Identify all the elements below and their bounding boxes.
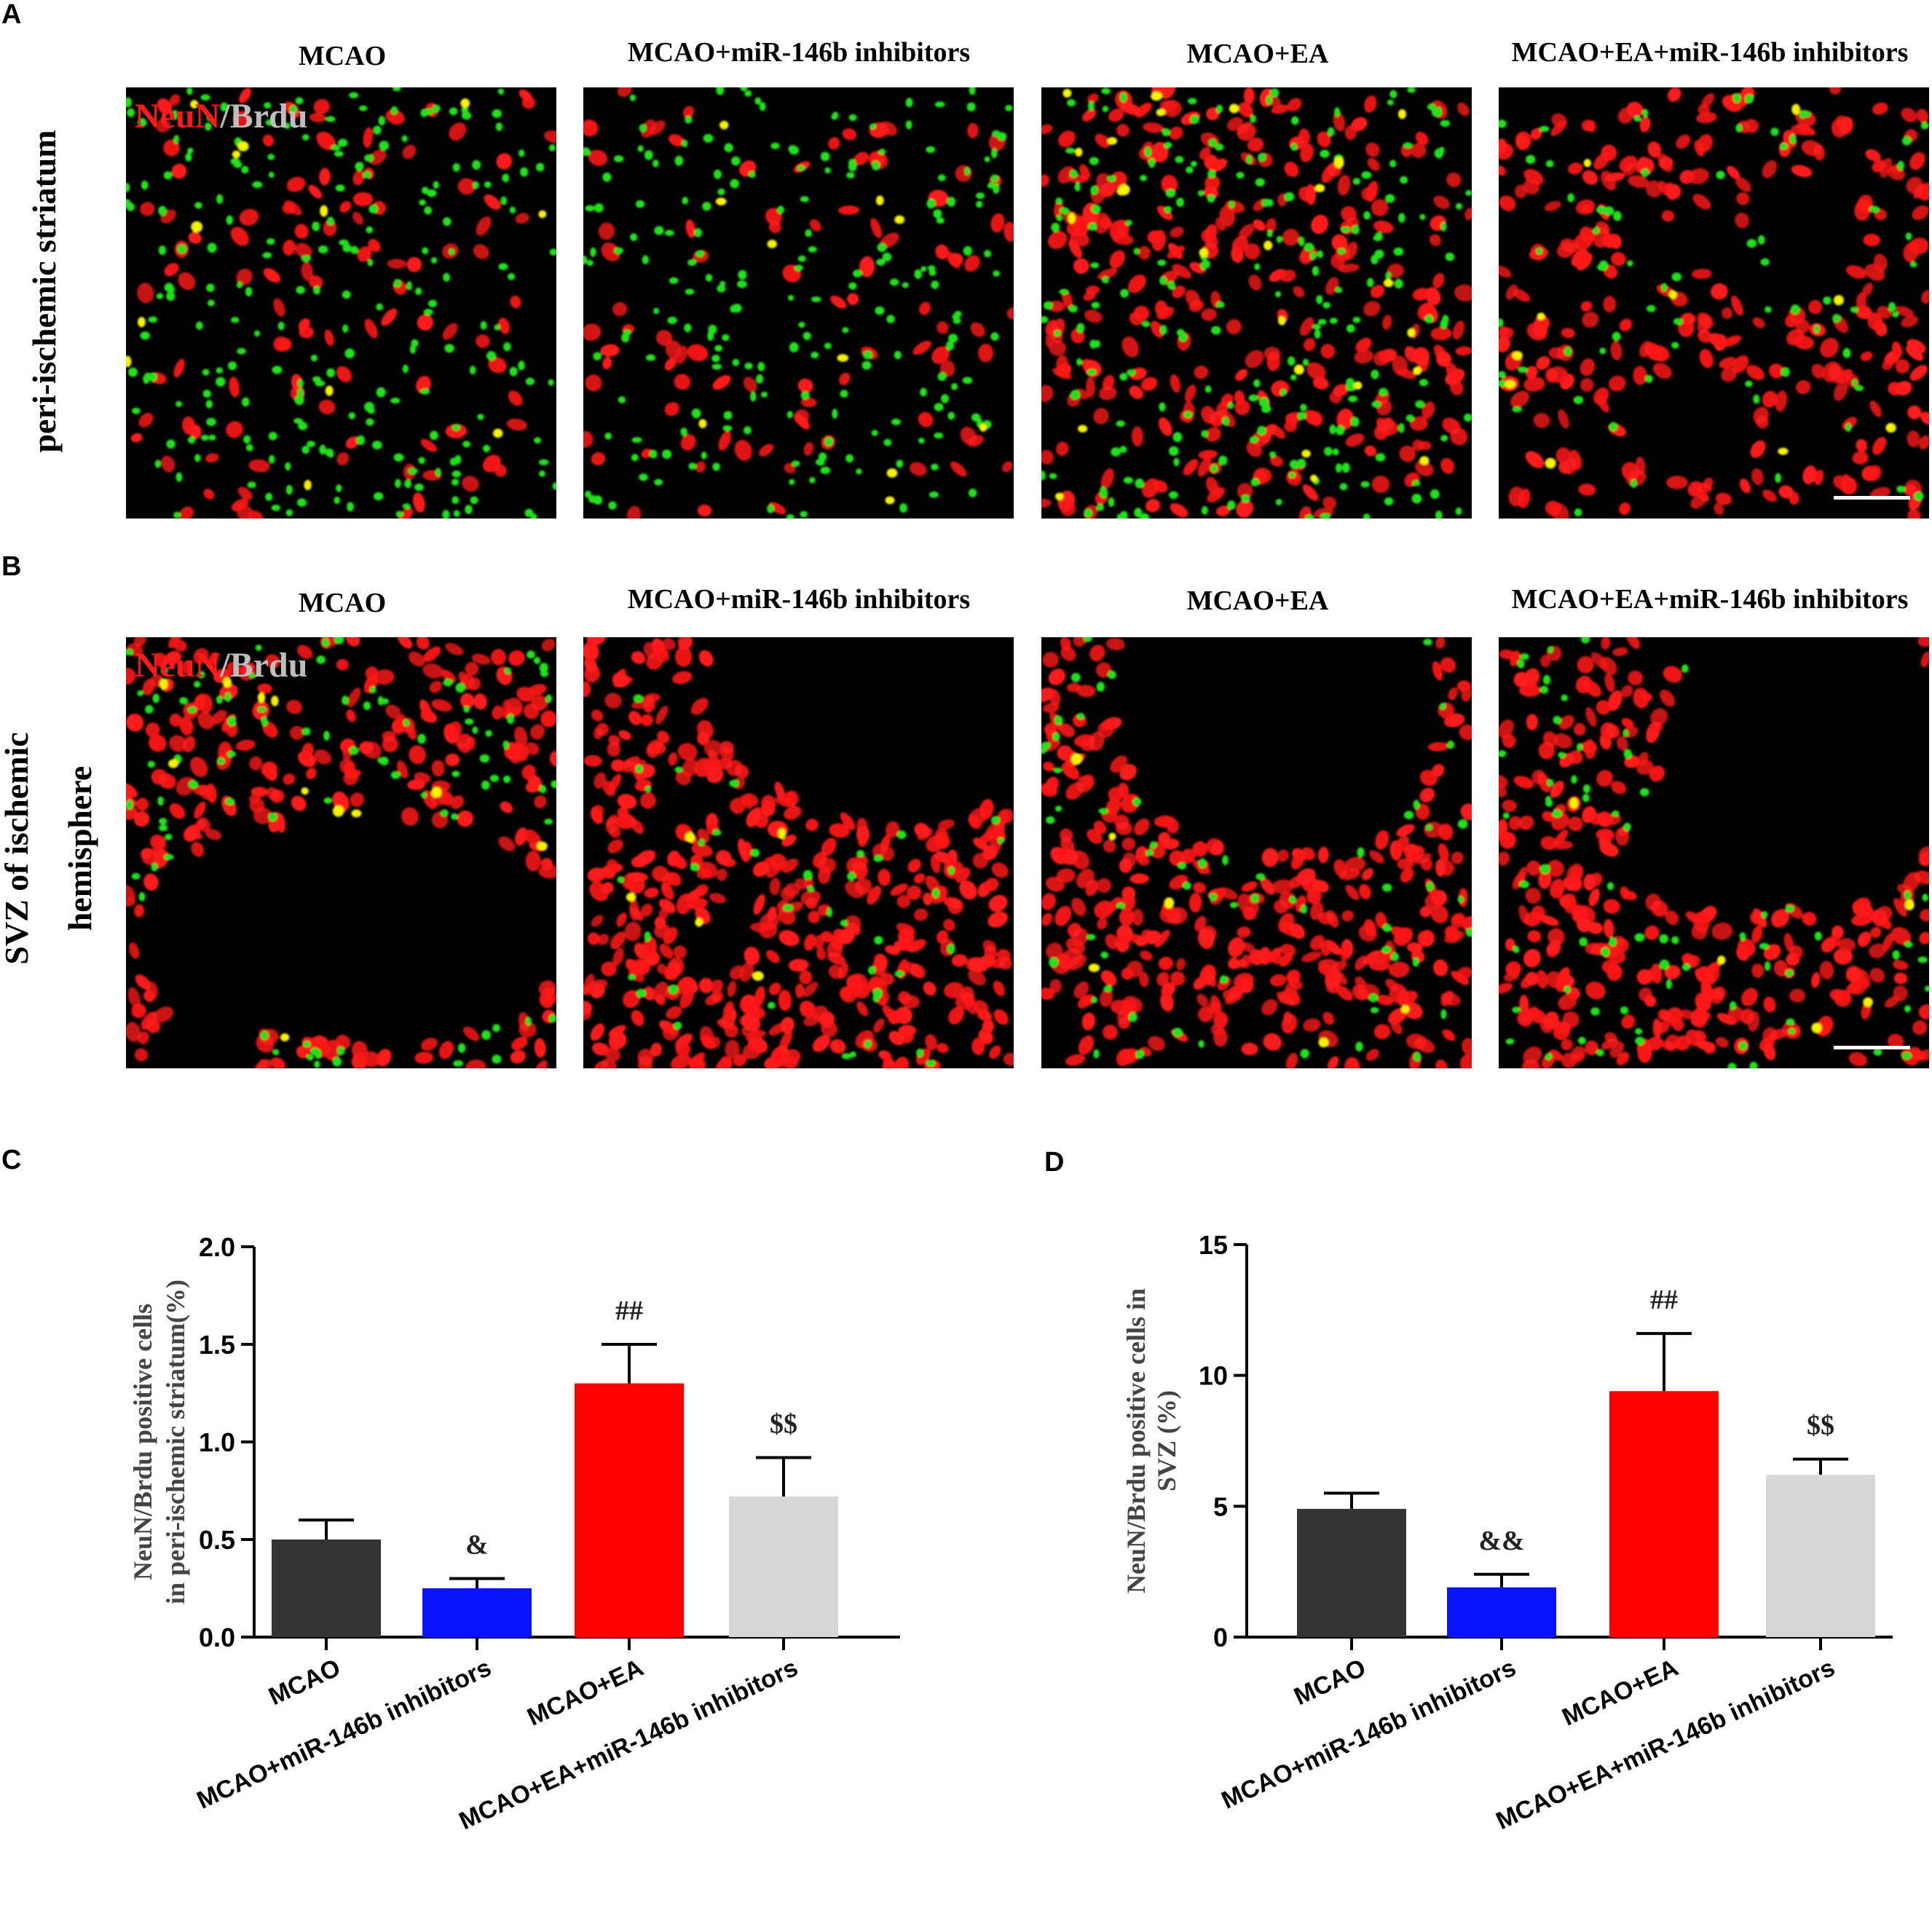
scale-bar-a (1834, 496, 1910, 500)
y-tick-label: 5 (1213, 1491, 1228, 1521)
x-tick-label: MCAO+EA (1558, 1654, 1682, 1732)
bar-chart-c: NeuN/Brdu positive cells in peri-ischemic… (128, 1232, 900, 1835)
row-label-b-line2: hemisphere (61, 766, 98, 931)
significance-label: $$ (1807, 1411, 1834, 1441)
stain-sep-a: / (219, 97, 230, 135)
micrograph-a-1 (126, 87, 556, 519)
y-tick-label: 1.0 (199, 1427, 235, 1457)
y-tick-label: 10 (1199, 1361, 1228, 1391)
col-title-a-ea: MCAO+EA (1187, 39, 1329, 69)
panel-letter-b: B (1, 551, 21, 582)
bar (1447, 1587, 1556, 1637)
micrograph-cells (583, 637, 1014, 1068)
micrograph-background (583, 87, 1014, 519)
y-tick-label: 15 (1199, 1230, 1228, 1260)
row-label-a: peri-ischemic striatum (25, 130, 63, 452)
panel-letter-d: D (1044, 1147, 1064, 1178)
col-title-a-ea-inhibitors: MCAO+EA+miR-146b inhibitors (1512, 37, 1909, 68)
bar (1609, 1391, 1719, 1637)
stain-brdu-b: Brdu (230, 646, 308, 685)
stain-legend-a: NeuN/Brdu (135, 97, 307, 135)
bar (422, 1588, 532, 1637)
col-title-b-inhibitors: MCAO+miR-146b inhibitors (628, 584, 970, 615)
col-title-b-ea-inhibitors: MCAO+EA+miR-146b inhibitors (1512, 584, 1909, 615)
y-tick-label: 1.5 (199, 1330, 235, 1360)
col-title-a-mcao: MCAO (299, 41, 386, 71)
panel-letter-a: A (1, 0, 21, 30)
micrograph-b-3 (1041, 637, 1472, 1068)
x-tick-label: MCAO+EA (523, 1654, 647, 1732)
micrograph-b-4 (1499, 637, 1929, 1068)
micrograph-cells (1041, 87, 1472, 519)
bar (1766, 1475, 1875, 1637)
bar (1297, 1508, 1406, 1637)
y-tick-label: 0.0 (199, 1623, 235, 1652)
scale-bar-b (1834, 1046, 1910, 1049)
significance-label: $$ (770, 1408, 797, 1439)
y-axis-label-line1: NeuN/Brdu positive cells (128, 1304, 157, 1580)
significance-label: ## (1650, 1285, 1678, 1315)
micrograph-background (126, 637, 556, 1068)
col-title-b-mcao: MCAO (299, 588, 386, 618)
bar (729, 1497, 838, 1637)
x-tick-label: MCAO (1290, 1654, 1370, 1711)
y-axis-label-line1: NeuN/Brdu positive cells in (1121, 1288, 1151, 1593)
bar (272, 1540, 381, 1637)
bar (575, 1383, 684, 1637)
y-tick-label: 0 (1213, 1623, 1228, 1652)
micrograph-cells (1041, 637, 1472, 1068)
y-axis-label-line2: in peri-ischemic striatum(%) (161, 1280, 190, 1604)
y-axis-label-line2: SVZ (%) (1152, 1390, 1181, 1491)
micrograph-cells (1499, 87, 1929, 519)
micrograph-cells (126, 87, 556, 519)
panel-letter-c: C (1, 1145, 21, 1175)
micrograph-cells (583, 87, 1014, 519)
stain-sep-b: / (219, 646, 230, 685)
col-title-a-inhibitors: MCAO+miR-146b inhibitors (628, 37, 970, 68)
stain-neun-a: NeuN (135, 97, 221, 135)
significance-label: && (1478, 1526, 1524, 1556)
micrograph-row-a (126, 87, 1929, 519)
micrograph-cells (126, 637, 556, 1068)
significance-label: ## (615, 1296, 643, 1326)
micrograph-a-3 (1041, 87, 1472, 519)
stain-neun-b: NeuN (135, 646, 221, 685)
micrograph-a-4 (1499, 87, 1929, 519)
micrograph-cells (1499, 637, 1929, 1068)
micrograph-row-b (126, 637, 1929, 1068)
stain-brdu-a: Brdu (230, 97, 308, 135)
significance-label: & (465, 1530, 489, 1561)
micrograph-a-2 (583, 87, 1014, 519)
micrograph-b-1 (126, 637, 556, 1068)
micrograph-b-2 (583, 637, 1014, 1068)
row-label-b-line1: SVZ of ischemic (0, 732, 35, 964)
col-title-b-ea: MCAO+EA (1187, 586, 1329, 616)
y-tick-label: 2.0 (199, 1232, 235, 1262)
bar-chart-d: NeuN/Brdu positive cells in SVZ (%) 0 5 10 15… (1121, 1230, 1893, 1835)
stain-legend-b: NeuN/Brdu (135, 646, 307, 685)
y-tick-label: 0.5 (199, 1525, 235, 1555)
x-tick-label: MCAO (264, 1654, 344, 1711)
